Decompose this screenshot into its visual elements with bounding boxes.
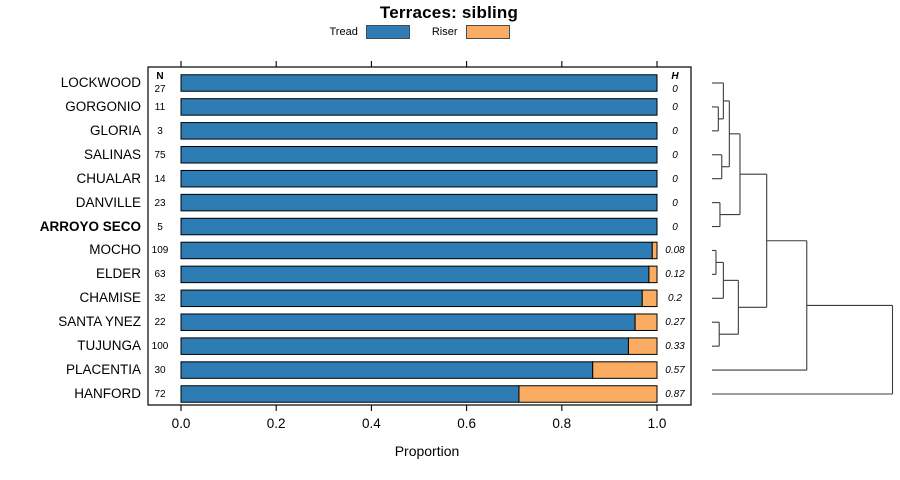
bar-tread [180, 337, 629, 355]
n-value: 75 [154, 149, 166, 161]
bar-tread [180, 313, 636, 331]
row-label: PLACENTIA [65, 362, 141, 378]
x-tick-label: 0.6 [457, 416, 476, 431]
bar-tread [180, 361, 594, 379]
n-value: 27 [154, 84, 166, 95]
bar-riser [634, 313, 658, 331]
row-label: DANVILLE [75, 194, 141, 210]
n-value: 32 [154, 293, 166, 305]
h-value: 0.33 [665, 341, 685, 353]
plot-box [147, 66, 692, 406]
bar-riser [627, 337, 658, 355]
h-value: 0.2 [668, 293, 682, 305]
h-value: 0 [672, 101, 678, 113]
n-value: 100 [151, 341, 169, 353]
plot-box-rect [147, 66, 692, 406]
bar-riser [648, 265, 658, 284]
x-tick-label: 0.4 [362, 416, 381, 431]
bar-riser [592, 361, 658, 379]
n-value: 23 [154, 197, 166, 209]
x-tick-label: 0.0 [171, 416, 191, 431]
x-axis-title: Proportion [394, 443, 460, 459]
bar-tread [180, 265, 650, 284]
axis-ticks [180, 61, 658, 411]
legend-swatch-tread [365, 25, 410, 39]
n-value: 109 [151, 245, 169, 257]
h-value: 0.12 [665, 269, 685, 281]
n-value: 3 [157, 125, 163, 137]
h-value: 0.08 [665, 245, 685, 257]
h-value: 0 [672, 84, 678, 95]
legend: Tread Riser [148, 25, 691, 39]
bar-tread [180, 385, 520, 403]
bar-riser [518, 385, 658, 403]
legend-label-riser: Riser [431, 26, 458, 38]
n-column-header: N [156, 71, 164, 82]
row-label: LOCKWOOD [60, 75, 141, 90]
x-tick-label: 1.0 [647, 416, 667, 431]
n-value: 5 [157, 221, 163, 233]
row-label: ARROYO SECO [39, 218, 141, 234]
bar-tread [180, 193, 658, 212]
bar-tread [180, 98, 658, 116]
n-value: 30 [154, 365, 166, 377]
n-value: 63 [154, 269, 166, 281]
n-value: 14 [154, 173, 166, 185]
x-tick-label: 0.8 [552, 416, 572, 431]
legend-item-tread: Tread [330, 25, 410, 39]
h-value: 0 [672, 125, 678, 137]
h-column-header: H [671, 71, 679, 82]
n-value: 72 [154, 388, 166, 400]
legend-label-tread: Tread [329, 26, 358, 38]
h-value: 0.57 [665, 365, 685, 377]
bar-tread [180, 169, 658, 188]
row-label: CHUALAR [76, 170, 141, 186]
bar-tread [180, 289, 643, 308]
row-label: CHAMISE [79, 290, 141, 306]
bar-tread [180, 241, 653, 260]
bar-tread [180, 74, 658, 92]
legend-swatch-riser [465, 25, 510, 39]
h-value: 0.87 [665, 388, 685, 400]
row-label: GORGONIO [65, 98, 141, 114]
row-label: SANTA YNEZ [58, 314, 141, 330]
row-label: ELDER [95, 266, 141, 282]
bar-tread [180, 122, 658, 140]
legend-item-riser: Riser [432, 25, 510, 39]
h-value: 0 [672, 221, 678, 233]
h-value: 0.27 [665, 317, 685, 329]
n-value: 11 [154, 101, 166, 113]
h-value: 0 [672, 173, 678, 185]
h-value: 0 [672, 197, 678, 209]
row-label: SALINAS [83, 146, 141, 162]
dendrogram [712, 82, 894, 395]
row-label: HANFORD [74, 385, 141, 401]
n-value: 22 [154, 317, 166, 329]
row-label: GLORIA [89, 122, 141, 138]
x-tick-label: 0.2 [266, 416, 286, 431]
h-value: 0 [672, 149, 678, 161]
row-label: MOCHO [89, 242, 141, 258]
bar-tread [180, 146, 658, 164]
row-label: TUJUNGA [77, 338, 141, 354]
bar-riser [651, 241, 658, 260]
stacked-bars [180, 74, 658, 403]
bar-riser [641, 289, 658, 308]
bar-tread [180, 217, 658, 236]
chart-title: Terraces: sibling [379, 3, 519, 22]
